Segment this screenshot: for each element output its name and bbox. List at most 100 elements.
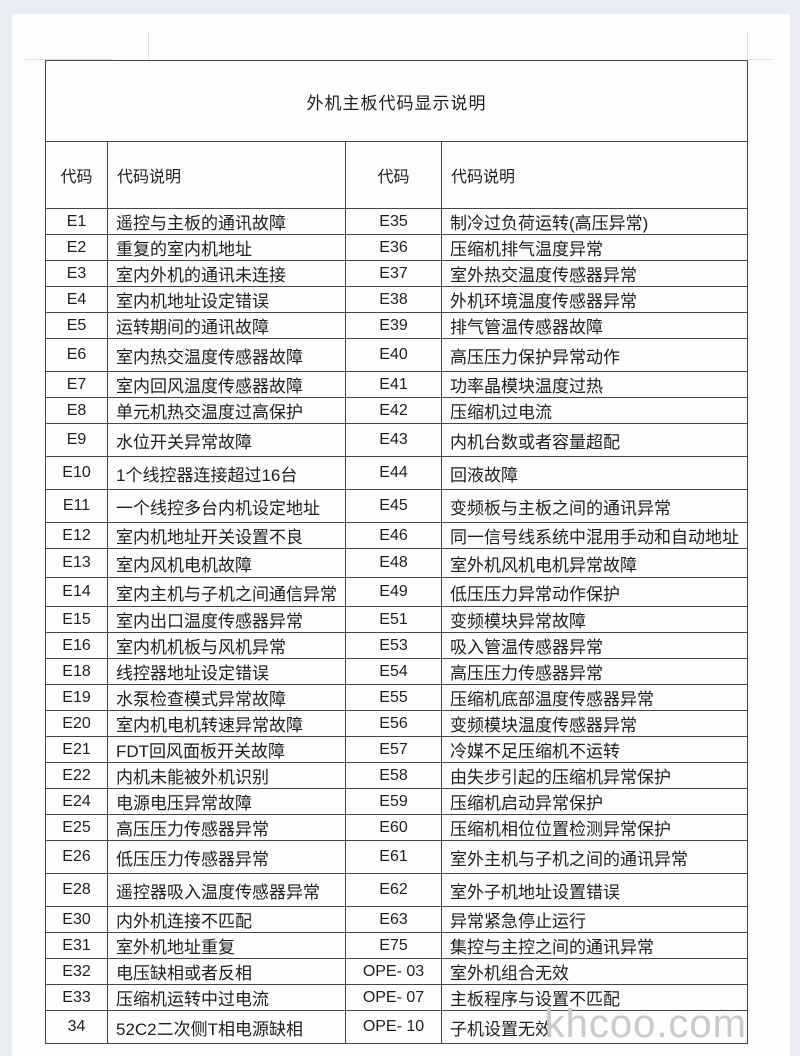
code-cell: E59	[345, 788, 442, 815]
description-cell: 内机台数或者容量超配	[441, 423, 748, 457]
description-cell: 室内出口温度传感器异常	[107, 606, 346, 633]
description-cell: 低压压力传感器异常	[107, 840, 346, 874]
description-cell: 内机未能被外机识别	[107, 762, 346, 789]
description-cell: 室外机组合无效	[441, 958, 748, 985]
description-cell: 排气管温传感器故障	[441, 312, 748, 339]
description-cell: FDT回风面板开关故障	[107, 736, 346, 763]
code-cell: E11	[45, 489, 108, 523]
code-cell: E75	[345, 932, 442, 959]
code-cell: E10	[45, 456, 108, 490]
code-cell: E49	[345, 577, 442, 607]
code-cell: OPE- 03	[345, 958, 442, 985]
description-cell: 室外主机与子机之间的通讯异常	[441, 840, 748, 874]
code-cell: E16	[45, 632, 108, 659]
table-row: E32 电压缺相或者反相 OPE- 03 室外机组合无效	[45, 958, 748, 985]
code-cell: E40	[345, 338, 442, 372]
description-cell: 主板程序与设置不匹配	[441, 984, 748, 1011]
code-cell: E13	[45, 548, 108, 578]
description-cell: 回液故障	[441, 456, 748, 490]
column-header-code-right: 代码	[345, 141, 442, 209]
table-row: E14 室内主机与子机之间通信异常 E49 低压压力异常动作保护	[45, 577, 748, 607]
description-cell: 压缩机运转中过电流	[107, 984, 346, 1011]
guide-mark-top-left-vertical	[148, 32, 149, 60]
description-cell: 室外热交温度传感器异常	[441, 260, 748, 287]
table-row: E20 室内机电机转速异常故障 E56 变频模块温度传感器异常	[45, 710, 748, 737]
description-cell: 外机环境温度传感器异常	[441, 286, 748, 313]
description-cell: 室内热交温度传感器故障	[107, 338, 346, 372]
code-cell: E41	[345, 371, 442, 398]
description-cell: 室内机机板与风机异常	[107, 632, 346, 659]
guide-mark-top-right-vertical	[747, 32, 748, 60]
code-cell: E15	[45, 606, 108, 633]
description-cell: 高压压力保护异常动作	[441, 338, 748, 372]
description-cell: 压缩机底部温度传感器异常	[441, 684, 748, 711]
description-cell: 高压压力传感器异常	[441, 658, 748, 685]
description-cell: 压缩机过电流	[441, 397, 748, 424]
table-header-row: 代码 代码说明 代码 代码说明	[45, 141, 748, 209]
code-cell: E7	[45, 371, 108, 398]
description-cell: 集控与主控之间的通讯异常	[441, 932, 748, 959]
description-cell: 制冷过负荷运转(高压异常)	[441, 208, 748, 235]
table-row: E13 室内风机电机故障 E48 室外机风机电机异常故障	[45, 548, 748, 578]
description-cell: 变频模块温度传感器异常	[441, 710, 748, 737]
code-cell: E9	[45, 423, 108, 457]
code-cell: E46	[345, 522, 442, 549]
code-cell: E5	[45, 312, 108, 339]
description-cell: 室内机地址设定错误	[107, 286, 346, 313]
code-cell: E61	[345, 840, 442, 874]
table-row: E2 重复的室内机地址 E36 压缩机排气温度异常	[45, 234, 748, 261]
description-cell: 吸入管温传感器异常	[441, 632, 748, 659]
description-cell: 压缩机启动异常保护	[441, 788, 748, 815]
document-page: 外机主板代码显示说明 代码 代码说明 代码 代码说明 E1 遥控与主板的通讯故障 E…	[12, 14, 790, 1056]
table-row: E9 水位开关异常故障 E43 内机台数或者容量超配	[45, 423, 748, 457]
description-cell: 室内机地址开关设置不良	[107, 522, 346, 549]
guide-mark-top-right-horizontal	[749, 59, 773, 60]
code-cell: E1	[45, 208, 108, 235]
table-row: E8 单元机热交温度过高保护 E42 压缩机过电流	[45, 397, 748, 424]
description-cell: 1个线控器连接超过16台	[107, 456, 346, 490]
code-cell: OPE- 07	[345, 984, 442, 1011]
code-cell: E57	[345, 736, 442, 763]
description-cell: 变频板与主板之间的通讯异常	[441, 489, 748, 523]
code-cell: E31	[45, 932, 108, 959]
table-row: E33 压缩机运转中过电流 OPE- 07 主板程序与设置不匹配	[45, 984, 748, 1011]
code-cell: E38	[345, 286, 442, 313]
code-cell: E3	[45, 260, 108, 287]
description-cell: 室内机电机转速异常故障	[107, 710, 346, 737]
table-row: E18 线控器地址设定错误 E54 高压压力传感器异常	[45, 658, 748, 685]
description-cell: 高压压力传感器异常	[107, 814, 346, 841]
code-cell: E4	[45, 286, 108, 313]
code-cell: E21	[45, 736, 108, 763]
description-cell: 重复的室内机地址	[107, 234, 346, 261]
table-row: E28 遥控器吸入温度传感器异常 E62 室外子机地址设置错误	[45, 873, 748, 907]
description-cell: 同一信号线系统中混用手动和自动地址	[441, 522, 748, 549]
table-row: E24 电源电压异常故障 E59 压缩机启动异常保护	[45, 788, 748, 815]
code-cell: E35	[345, 208, 442, 235]
code-cell: 34	[45, 1010, 108, 1044]
code-cell: E51	[345, 606, 442, 633]
table-row: E11 一个线控多台内机设定地址 E45 变频板与主板之间的通讯异常	[45, 489, 748, 523]
column-header-description-right: 代码说明	[441, 141, 748, 209]
table-row: E22 内机未能被外机识别 E58 由失步引起的压缩机异常保护	[45, 762, 748, 789]
description-cell: 冷媒不足压缩机不运转	[441, 736, 748, 763]
description-cell: 单元机热交温度过高保护	[107, 397, 346, 424]
table-row: E26 低压压力传感器异常 E61 室外主机与子机之间的通讯异常	[45, 840, 748, 874]
description-cell: 室外机地址重复	[107, 932, 346, 959]
table-row: E3 室内外机的通讯未连接 E37 室外热交温度传感器异常	[45, 260, 748, 287]
code-cell: E28	[45, 873, 108, 907]
table-row: E10 1个线控器连接超过16台 E44 回液故障	[45, 456, 748, 490]
column-header-description-left: 代码说明	[107, 141, 346, 209]
description-cell: 压缩机排气温度异常	[441, 234, 748, 261]
code-cell: E22	[45, 762, 108, 789]
code-cell: OPE- 10	[345, 1010, 442, 1044]
table-row: E16 室内机机板与风机异常 E53 吸入管温传感器异常	[45, 632, 748, 659]
page-title: 外机主板代码显示说明	[45, 60, 748, 142]
description-cell: 低压压力异常动作保护	[441, 577, 748, 607]
description-cell: 遥控器吸入温度传感器异常	[107, 873, 346, 907]
table-row: E7 室内回风温度传感器故障 E41 功率晶模块温度过热	[45, 371, 748, 398]
description-cell: 遥控与主板的通讯故障	[107, 208, 346, 235]
description-cell: 压缩机相位位置检测异常保护	[441, 814, 748, 841]
description-cell: 异常紧急停止运行	[441, 906, 748, 933]
code-cell: E8	[45, 397, 108, 424]
code-cell: E6	[45, 338, 108, 372]
